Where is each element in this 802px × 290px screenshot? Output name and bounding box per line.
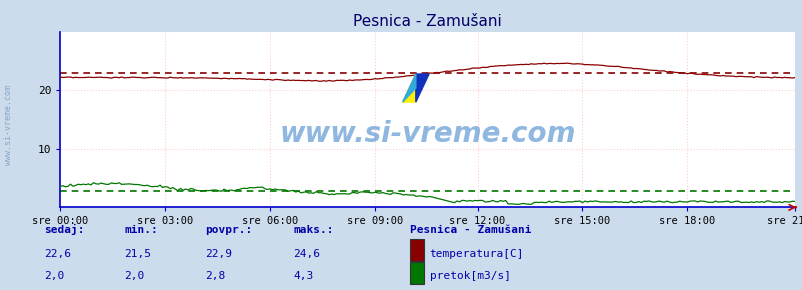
Text: www.si-vreme.com: www.si-vreme.com: [3, 85, 13, 165]
Text: 2,0: 2,0: [44, 271, 64, 281]
Text: 21,5: 21,5: [124, 249, 152, 259]
Text: maks.:: maks.:: [293, 225, 333, 235]
Text: www.si-vreme.com: www.si-vreme.com: [279, 120, 575, 148]
Text: pretok[m3/s]: pretok[m3/s]: [429, 271, 510, 281]
Title: Pesnica - Zamušani: Pesnica - Zamušani: [353, 14, 501, 29]
Text: povpr.:: povpr.:: [205, 225, 252, 235]
Text: temperatura[C]: temperatura[C]: [429, 249, 524, 259]
Text: 22,9: 22,9: [205, 249, 232, 259]
Polygon shape: [402, 74, 415, 102]
Text: 2,0: 2,0: [124, 271, 144, 281]
Text: 24,6: 24,6: [293, 249, 320, 259]
Polygon shape: [402, 74, 415, 102]
Text: min.:: min.:: [124, 225, 158, 235]
Polygon shape: [415, 74, 428, 102]
Text: 4,3: 4,3: [293, 271, 313, 281]
Text: 22,6: 22,6: [44, 249, 71, 259]
Text: sedaj:: sedaj:: [44, 224, 84, 235]
Text: 2,8: 2,8: [205, 271, 225, 281]
Text: Pesnica - Zamušani: Pesnica - Zamušani: [409, 225, 530, 235]
